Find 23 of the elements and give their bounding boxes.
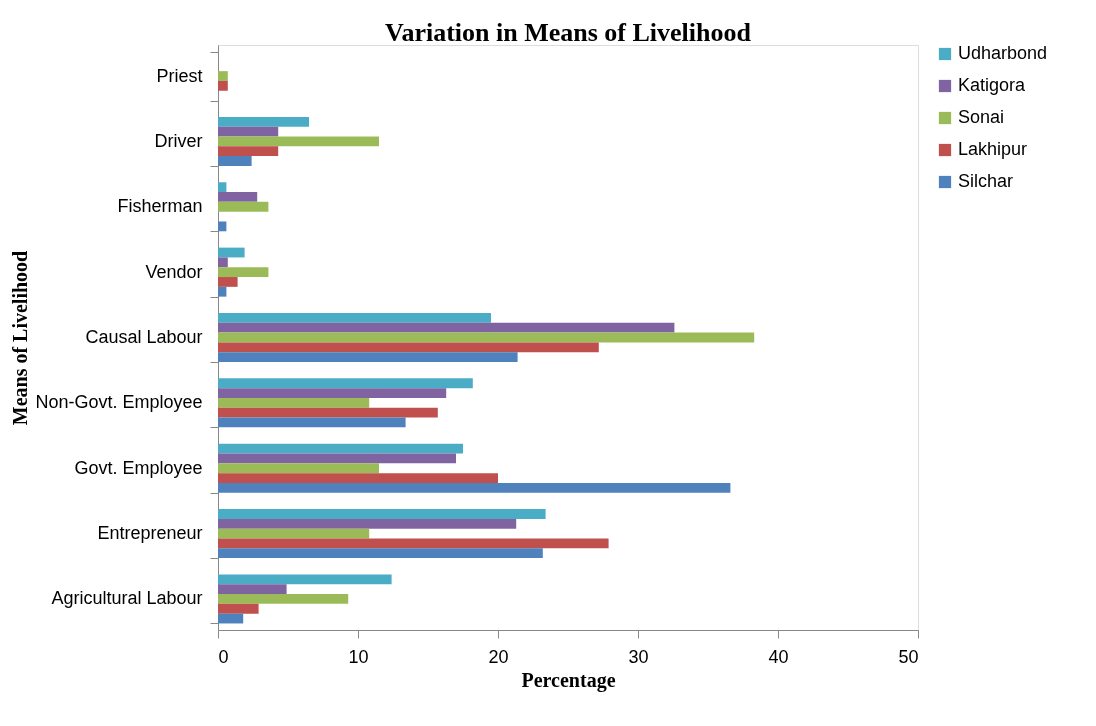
y-tick-label: Priest [156, 65, 203, 86]
legend-label: Sonai [958, 107, 1005, 127]
y-tick-label: Agricultural Labour [51, 588, 203, 609]
y-tick-label: Driver [154, 130, 203, 151]
legend-label: Katigora [958, 75, 1027, 95]
x-tick-label: 0 [218, 646, 229, 667]
x-tick-label: 10 [348, 646, 369, 667]
y-tick-label: Entrepreneur [97, 523, 203, 544]
y-axis-title: Means of Livelihood [9, 250, 32, 426]
x-axis-title: Percentage [521, 668, 616, 692]
y-tick-label: Causal Labour [85, 327, 203, 347]
y-tick-label: Fisherman [117, 196, 203, 217]
x-tick-label: 20 [488, 646, 509, 667]
x-tick-label: 40 [768, 646, 789, 667]
legend-label: Lakhipur [958, 139, 1028, 159]
y-tick-label: Non-Govt. Employee [35, 392, 203, 413]
legend-label: Udharbond [958, 43, 1048, 63]
y-tick-label: Govt. Employee [74, 457, 203, 478]
x-tick-label: 30 [628, 646, 649, 667]
y-tick-label: Vendor [145, 261, 203, 282]
legend-label: Silchar [958, 171, 1014, 191]
x-tick-label: 50 [898, 646, 919, 667]
chart-title: Variation in Means of Livelihood [385, 18, 752, 47]
